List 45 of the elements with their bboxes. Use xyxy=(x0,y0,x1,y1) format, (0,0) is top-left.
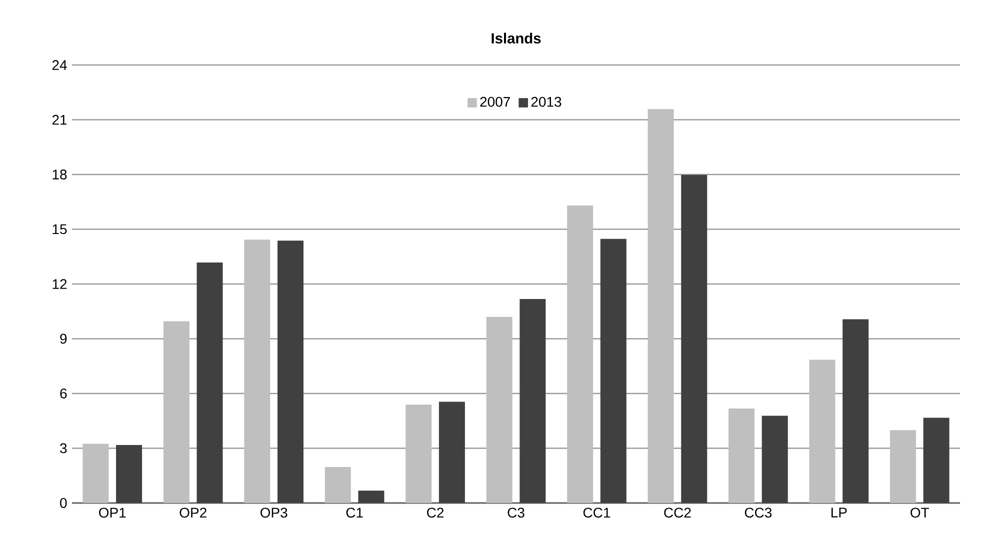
bar xyxy=(358,490,384,504)
bar xyxy=(567,206,594,504)
bar xyxy=(196,262,223,504)
bar xyxy=(890,430,916,504)
x-tick-label: LP xyxy=(832,508,847,518)
x-tick-label: OP2 xyxy=(180,508,206,518)
bar xyxy=(809,360,836,504)
bar xyxy=(82,444,109,504)
y-tick-label: 18 xyxy=(52,170,67,180)
legend-label: 2007 xyxy=(480,96,510,107)
bar xyxy=(520,298,546,504)
x-tick-label: CC3 xyxy=(744,508,772,518)
bar xyxy=(406,404,432,504)
y-tick-label: 0 xyxy=(60,498,67,508)
bar xyxy=(163,321,190,504)
bar xyxy=(116,444,142,504)
y-tick-label: 9 xyxy=(60,334,67,344)
y-tick-label: 15 xyxy=(52,224,67,234)
bar xyxy=(244,240,270,504)
x-tick-label: OP1 xyxy=(99,508,126,518)
y-tick-label: 3 xyxy=(60,443,67,454)
y-tick-label: 24 xyxy=(52,60,67,70)
y-tick-label: 21 xyxy=(52,114,67,125)
bar xyxy=(842,319,869,504)
bar xyxy=(681,174,708,504)
bar xyxy=(324,467,351,504)
bar xyxy=(648,109,674,504)
legend-label: 2013 xyxy=(531,96,562,107)
bar xyxy=(600,238,626,504)
chart-title: Islands xyxy=(492,32,541,44)
y-tick-label: 6 xyxy=(60,388,67,398)
x-tick-label: C2 xyxy=(427,508,444,518)
bar xyxy=(277,240,304,504)
y-tick-label: 12 xyxy=(52,279,67,289)
x-tick-label: OT xyxy=(910,508,930,518)
x-tick-label: CC1 xyxy=(583,508,610,518)
x-tick-label: C3 xyxy=(508,508,524,518)
x-tick-label: OP3 xyxy=(260,508,288,518)
bar xyxy=(486,316,512,504)
x-tick-label: CC2 xyxy=(664,508,691,518)
bar xyxy=(762,416,788,504)
x-tick-label: C1 xyxy=(346,508,363,518)
bar xyxy=(438,402,465,504)
bar xyxy=(923,418,950,504)
bar xyxy=(728,408,755,504)
